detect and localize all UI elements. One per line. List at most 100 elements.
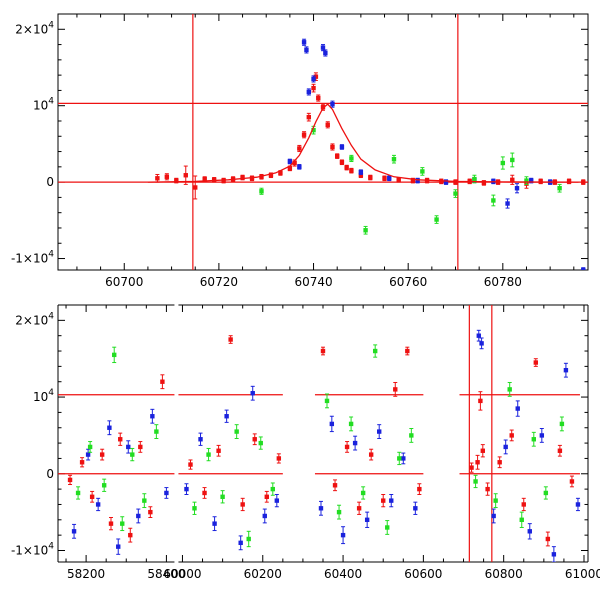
data-point — [500, 160, 506, 166]
data-point — [339, 160, 345, 165]
x-tick-label: 60700 — [105, 275, 143, 289]
data-point — [306, 114, 312, 120]
data-point — [387, 176, 392, 181]
data-point — [358, 173, 364, 178]
data-point — [396, 177, 401, 183]
data-point — [478, 398, 483, 404]
data-point — [349, 168, 354, 173]
data-point — [164, 174, 170, 179]
data-point — [475, 460, 480, 465]
data-point — [118, 437, 123, 442]
data-point — [527, 529, 532, 534]
y-tick-label: -1×104 — [11, 250, 54, 266]
top-panel-zoomed-light-curve: 60700 60720 60740 60760 60780 -1×104 0 104 2×104 — [11, 13, 589, 289]
data-point — [509, 433, 514, 438]
data-point — [264, 494, 269, 499]
data-point — [569, 479, 575, 484]
data-point — [238, 540, 243, 546]
data-point — [481, 180, 487, 186]
data-point — [491, 513, 496, 519]
data-point — [377, 429, 382, 434]
data-point — [497, 460, 502, 465]
data-point — [581, 267, 586, 270]
x-tick-label: 58400 — [147, 567, 185, 581]
data-point — [211, 177, 217, 183]
data-point — [287, 166, 293, 171]
x-tick-label: 60200 — [244, 567, 282, 581]
data-point — [112, 352, 117, 358]
data-point — [330, 101, 335, 107]
data-point — [246, 536, 251, 542]
data-point — [234, 429, 239, 434]
data-point — [130, 452, 135, 457]
data-point — [320, 348, 326, 354]
data-point — [240, 175, 245, 180]
series-blue — [71, 329, 581, 562]
data-point — [184, 486, 189, 492]
data-point — [278, 170, 283, 176]
data-point — [202, 176, 207, 182]
data-point — [409, 433, 414, 438]
data-point — [198, 437, 203, 442]
data-point — [107, 425, 112, 430]
y-tick-label: -1×104 — [11, 541, 54, 557]
data-point — [531, 437, 536, 442]
data-point — [325, 122, 330, 128]
data-point — [505, 201, 510, 206]
data-point — [330, 144, 335, 150]
data-point — [301, 40, 307, 45]
data-point — [410, 178, 416, 183]
data-point — [510, 177, 515, 183]
data-point — [472, 176, 477, 182]
data-point — [339, 144, 345, 150]
data-point — [557, 186, 562, 191]
data-point — [543, 490, 549, 496]
data-point — [476, 333, 481, 338]
data-point — [224, 414, 229, 419]
data-point — [391, 156, 397, 162]
data-point — [136, 513, 141, 519]
data-point — [95, 502, 101, 507]
data-point — [85, 452, 91, 457]
x-tick-label: 60400 — [324, 567, 362, 581]
data-point — [108, 521, 114, 526]
data-point — [364, 517, 370, 523]
data-point — [150, 414, 155, 419]
x-tick-label: 60760 — [389, 275, 427, 289]
data-point — [479, 341, 484, 346]
data-point — [258, 440, 263, 446]
series-green — [259, 125, 562, 235]
data-point — [405, 348, 410, 354]
data-point — [443, 179, 449, 185]
data-point — [521, 502, 526, 507]
data-point — [382, 176, 387, 181]
data-point — [434, 217, 439, 222]
data-point — [148, 509, 153, 515]
data-point — [164, 490, 169, 496]
data-point — [563, 368, 569, 373]
data-layer — [58, 14, 588, 270]
data-point — [332, 483, 338, 488]
x-tick-label: 58200 — [67, 567, 105, 581]
data-point — [415, 178, 420, 183]
data-point — [268, 173, 274, 178]
data-point — [270, 486, 276, 492]
data-point — [306, 89, 312, 95]
data-point — [529, 178, 534, 183]
data-point — [389, 498, 394, 503]
data-point — [87, 444, 93, 450]
data-point — [304, 47, 309, 53]
x-tick-label: 60800 — [485, 567, 523, 581]
data-point — [99, 452, 105, 457]
data-point — [313, 74, 319, 79]
data-point — [75, 490, 81, 496]
data-point — [138, 444, 143, 450]
data-point — [192, 506, 197, 511]
data-point — [356, 506, 362, 511]
data-point — [417, 486, 422, 492]
data-point — [311, 76, 316, 82]
data-point — [519, 517, 524, 523]
data-point — [368, 452, 374, 457]
data-point — [155, 176, 160, 181]
data-point — [485, 486, 490, 492]
